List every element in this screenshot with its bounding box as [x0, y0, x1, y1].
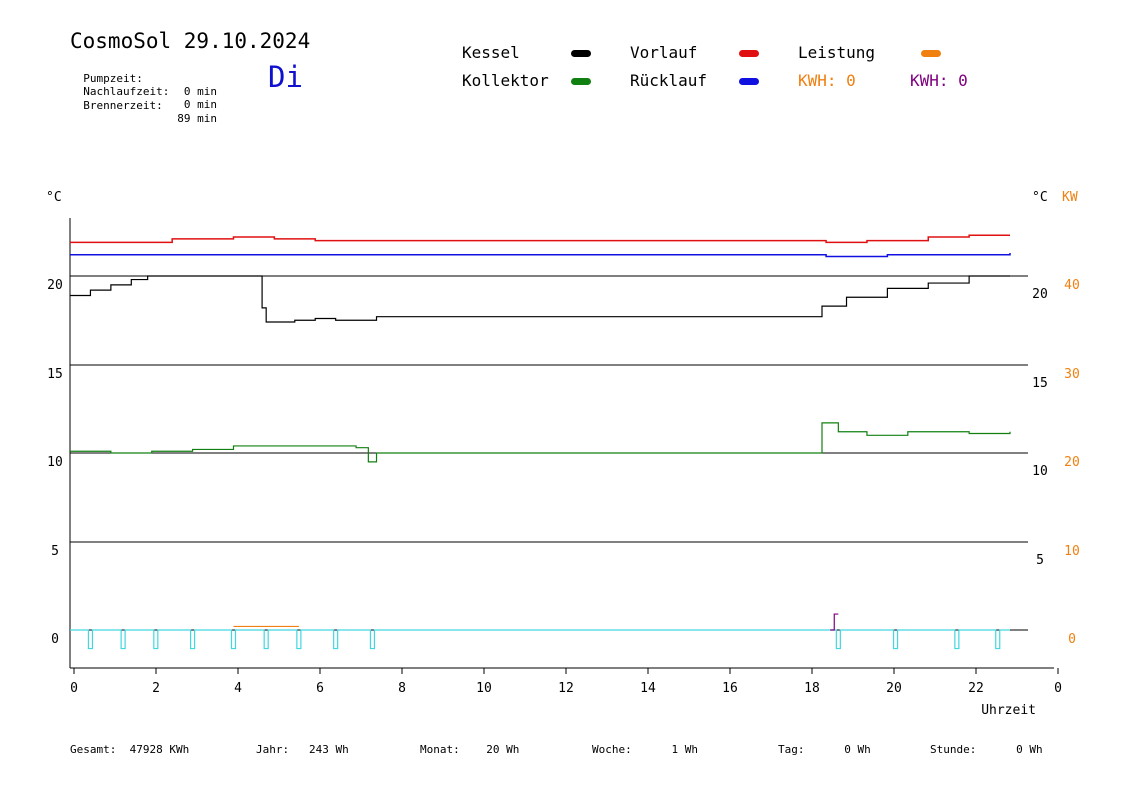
x-axis-label: Uhrzeit — [981, 703, 1036, 718]
footer-label: Monat: — [420, 743, 460, 756]
series-kessel — [70, 275, 1010, 323]
series-ruecklauf — [70, 252, 1011, 258]
footer-label: Gesamt: — [70, 743, 117, 756]
footer-monat: Monat: 20 Wh — [420, 743, 519, 756]
right-tick-label: 15 — [1032, 376, 1048, 391]
kw-unit-label: KW — [1062, 190, 1078, 205]
legend-ruecklauf-swatch — [739, 78, 759, 85]
chart-title: CosmoSol 29.10.2024 — [70, 29, 311, 53]
series-kwh — [830, 613, 839, 631]
stat-brennerzeit: Brennerzeit: 89 min — [70, 86, 220, 125]
series-vorlauf — [70, 234, 1010, 244]
left-tick-label: 10 — [47, 455, 63, 470]
footer-value: 47928 KWh — [129, 743, 190, 756]
x-tick-label: 20 — [886, 681, 902, 696]
left-tick-label: 20 — [47, 278, 63, 293]
x-tick-label: 12 — [558, 681, 574, 696]
stat-label: Pumpzeit: — [83, 72, 143, 85]
footer-value: 1 Wh — [671, 743, 699, 756]
footer-value: 0 Wh — [1016, 743, 1043, 756]
legend-kwh-purple: KWH: 0 — [910, 71, 968, 90]
stat-nachlaufzeit: Nachlaufzeit: 0 min — [70, 72, 220, 111]
right-unit-label: °C — [1032, 190, 1048, 205]
kw-tick-label: 30 — [1064, 367, 1080, 382]
footer-label: Woche: — [592, 743, 632, 756]
x-tick-label: 18 — [804, 681, 820, 696]
x-tick-label: 8 — [398, 681, 406, 696]
x-tick-label: 0 — [70, 681, 78, 696]
footer-label: Tag: — [778, 743, 805, 756]
footer-value: 243 Wh — [309, 743, 349, 756]
stat-value: 0 min — [183, 85, 217, 98]
kw-tick-label: 0 — [1068, 632, 1076, 647]
footer-value: 0 Wh — [844, 743, 871, 756]
right-tick-label: 5 — [1036, 553, 1044, 568]
x-tick-label: 6 — [316, 681, 324, 696]
left-tick-label: 0 — [51, 632, 59, 647]
legend-leistung-swatch — [921, 50, 941, 57]
kw-tick-label: 10 — [1064, 544, 1080, 559]
series-kollektor — [70, 422, 1011, 463]
right-tick-label: 20 — [1032, 287, 1048, 302]
x-tick-label: 14 — [640, 681, 656, 696]
legend-kessel: Kessel — [462, 43, 520, 62]
stat-value: 0 min — [183, 98, 217, 111]
stat-value: 89 min — [177, 112, 217, 125]
right-tick-label: 10 — [1032, 464, 1048, 479]
left-tick-label: 15 — [47, 367, 63, 382]
grid-lines — [69, 218, 1059, 674]
legend-kwh-orange: KWH: 0 — [798, 71, 856, 90]
x-tick-label: 0 — [1054, 681, 1062, 696]
footer-stunde: Stunde: 0 Wh — [930, 743, 1043, 756]
series-brenner — [70, 629, 1010, 650]
x-tick-label: 2 — [152, 681, 160, 696]
footer-label: Jahr: — [256, 743, 290, 756]
weekday: Di — [268, 60, 303, 94]
footer-label: Stunde: — [930, 743, 977, 756]
stat-label: Brennerzeit: — [83, 99, 163, 112]
x-tick-label: 4 — [234, 681, 242, 696]
footer-gesamt: Gesamt: 47928 KWh — [70, 743, 189, 756]
footer-woche: Woche: 1 Wh — [592, 743, 698, 756]
legend-kollektor: Kollektor — [462, 71, 549, 90]
legend-vorlauf-swatch — [739, 50, 759, 57]
legend-kollektor-swatch — [571, 78, 591, 85]
left-unit-label: °C — [46, 190, 62, 205]
legend-vorlauf: Vorlauf — [630, 43, 698, 62]
axis-labels: 0 2 4 6 8 10 12 14 16 18 20 22 0 Uhrzeit 20 15 10 5 0 20 15 1… — [46, 190, 1080, 718]
x-tick-label: 16 — [722, 681, 738, 696]
stat-label: Nachlaufzeit: — [83, 85, 170, 98]
x-tick-label: 22 — [968, 681, 984, 696]
left-tick-label: 5 — [51, 544, 59, 559]
legend-kessel-swatch — [571, 50, 591, 57]
legend-ruecklauf: Rücklauf — [630, 71, 708, 90]
x-tick-label: 10 — [476, 681, 492, 696]
stat-pumpzeit: Pumpzeit: 0 min — [70, 59, 220, 98]
kw-tick-label: 40 — [1064, 278, 1080, 293]
footer-value: 20 Wh — [486, 743, 520, 756]
kw-tick-label: 20 — [1064, 455, 1080, 470]
footer-tag: Tag: 0 Wh — [778, 743, 871, 756]
legend-leistung: Leistung — [798, 43, 876, 62]
series-lines — [70, 234, 1011, 650]
footer-jahr: Jahr: 243 Wh — [256, 743, 349, 756]
